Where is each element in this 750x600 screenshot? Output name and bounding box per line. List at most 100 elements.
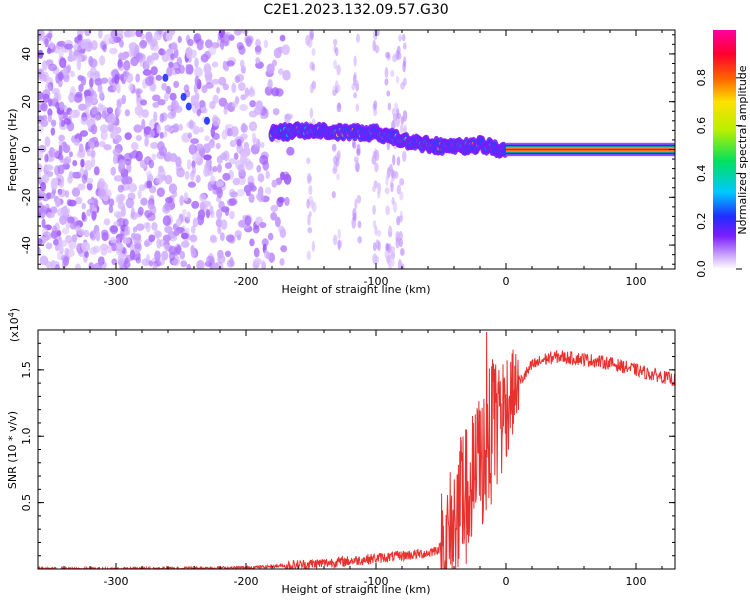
noise-cell	[79, 130, 89, 137]
noise-cell	[80, 38, 89, 49]
noise-cell	[109, 47, 118, 55]
noise-cell	[189, 234, 198, 243]
noise-cell	[38, 194, 43, 202]
noise-cell	[167, 111, 176, 120]
noise-cell	[59, 101, 65, 111]
noise-cell	[97, 102, 104, 113]
noise-cell	[103, 218, 111, 226]
noise-cell	[150, 39, 159, 47]
noise-cell	[51, 148, 60, 158]
noise-cell	[40, 181, 47, 192]
noise-cell	[139, 40, 147, 49]
noise-cell	[91, 210, 97, 220]
noise-cell	[230, 126, 239, 137]
noise-cell	[159, 113, 165, 123]
colorbar-tick-label: 0.0	[695, 260, 708, 278]
noise-cell	[84, 160, 93, 171]
noise-cell	[255, 57, 261, 64]
noise-cell	[398, 215, 404, 223]
noise-cell	[128, 82, 134, 92]
x-tick-label: -100	[364, 275, 389, 288]
noise-cell	[200, 53, 209, 63]
noise-cell	[114, 74, 120, 85]
noise-cell	[257, 193, 265, 203]
noise-cell	[387, 102, 392, 111]
noise-cell	[333, 59, 338, 70]
noise-cell	[62, 144, 71, 154]
noise-cell	[41, 218, 46, 229]
noise-cell	[68, 54, 77, 62]
noise-cell	[134, 88, 143, 95]
noise-cell	[100, 77, 109, 84]
noise-cell	[187, 181, 197, 188]
noise-cell	[353, 156, 359, 163]
noise-cell	[151, 153, 157, 160]
noise-cell	[219, 232, 225, 242]
noise-cell	[392, 113, 398, 122]
snr-scale-suffix: )	[8, 308, 21, 312]
noise-cell	[333, 38, 338, 46]
y-tick-label: -20	[20, 188, 33, 206]
noise-cell	[218, 76, 227, 86]
noise-cell	[309, 32, 314, 39]
noise-cell	[199, 126, 204, 133]
noise-cell	[271, 87, 280, 97]
noise-cell	[46, 192, 52, 200]
noise-cell	[157, 141, 165, 152]
noise-cell	[204, 135, 210, 142]
noise-cell	[240, 94, 247, 101]
noise-cell	[169, 92, 177, 101]
noise-cell	[279, 34, 286, 42]
noise-cell	[125, 197, 135, 209]
noise-cell	[286, 146, 295, 156]
noise-cell	[99, 124, 109, 134]
noise-cell	[203, 162, 211, 171]
noise-cell	[195, 143, 204, 152]
noise-cell	[156, 187, 165, 198]
noise-cell	[390, 182, 394, 189]
noise-cell	[67, 199, 77, 207]
y-tick-label: 0.5	[20, 494, 33, 512]
noise-cell	[89, 77, 94, 88]
noise-cell	[249, 238, 255, 247]
noise-cell	[50, 259, 56, 269]
noise-cell	[51, 87, 60, 95]
noise-cell	[145, 75, 154, 86]
noise-cell	[110, 30, 118, 39]
y-tick-label: -40	[20, 236, 33, 254]
noise-cell	[209, 100, 216, 110]
noise-cell	[172, 123, 180, 133]
noise-cell	[399, 191, 404, 201]
noise-cell	[168, 245, 177, 256]
noise-cell	[190, 138, 200, 145]
noise-cell	[233, 30, 242, 36]
noise-cell	[259, 222, 267, 229]
noise-cell	[224, 250, 231, 258]
noise-cell	[277, 68, 284, 75]
noise-cell	[332, 167, 338, 175]
noise-cell	[193, 33, 202, 44]
heatmap-cells	[38, 30, 675, 269]
noise-cell	[62, 112, 68, 120]
noise-cell	[58, 144, 63, 156]
noise-cell	[93, 166, 100, 176]
noise-cell	[228, 157, 237, 165]
noise-cell	[164, 201, 170, 212]
noise-cell	[392, 53, 398, 63]
noise-cell	[54, 264, 61, 269]
noise-cell	[65, 234, 73, 244]
noise-cell	[148, 234, 156, 243]
noise-cell	[245, 37, 252, 47]
noise-cell	[307, 227, 313, 234]
noise-cell	[403, 124, 407, 133]
snr-panel: -300 -200 -100 0 100 0.5 1.0 1.5 Height of str…	[6, 308, 676, 596]
noise-cell	[72, 159, 78, 167]
noise-cell	[164, 225, 173, 234]
noise-cell	[65, 222, 71, 229]
noise-cell	[352, 141, 357, 149]
noise-cell	[38, 205, 47, 214]
noise-cell	[112, 153, 118, 165]
noise-cell	[185, 49, 192, 59]
noise-cell	[38, 73, 48, 82]
noise-cell	[161, 82, 168, 91]
